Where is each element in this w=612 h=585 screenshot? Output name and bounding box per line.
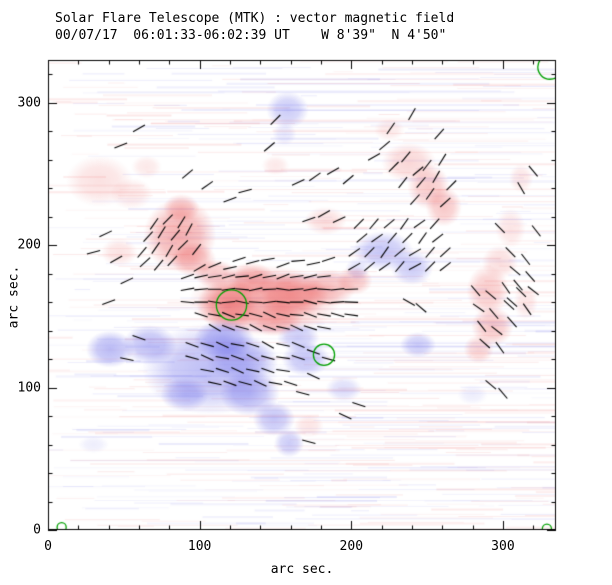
- chart-title: Solar Flare Telescope (MTK) : vector mag…: [55, 11, 455, 26]
- chart-subtitle: 00/07/17 06:01:33-06:02:39 UT W 8'39" N …: [55, 28, 447, 43]
- x-axis-label: arc sec.: [270, 562, 334, 577]
- y-axis-label: arc sec.: [6, 265, 22, 329]
